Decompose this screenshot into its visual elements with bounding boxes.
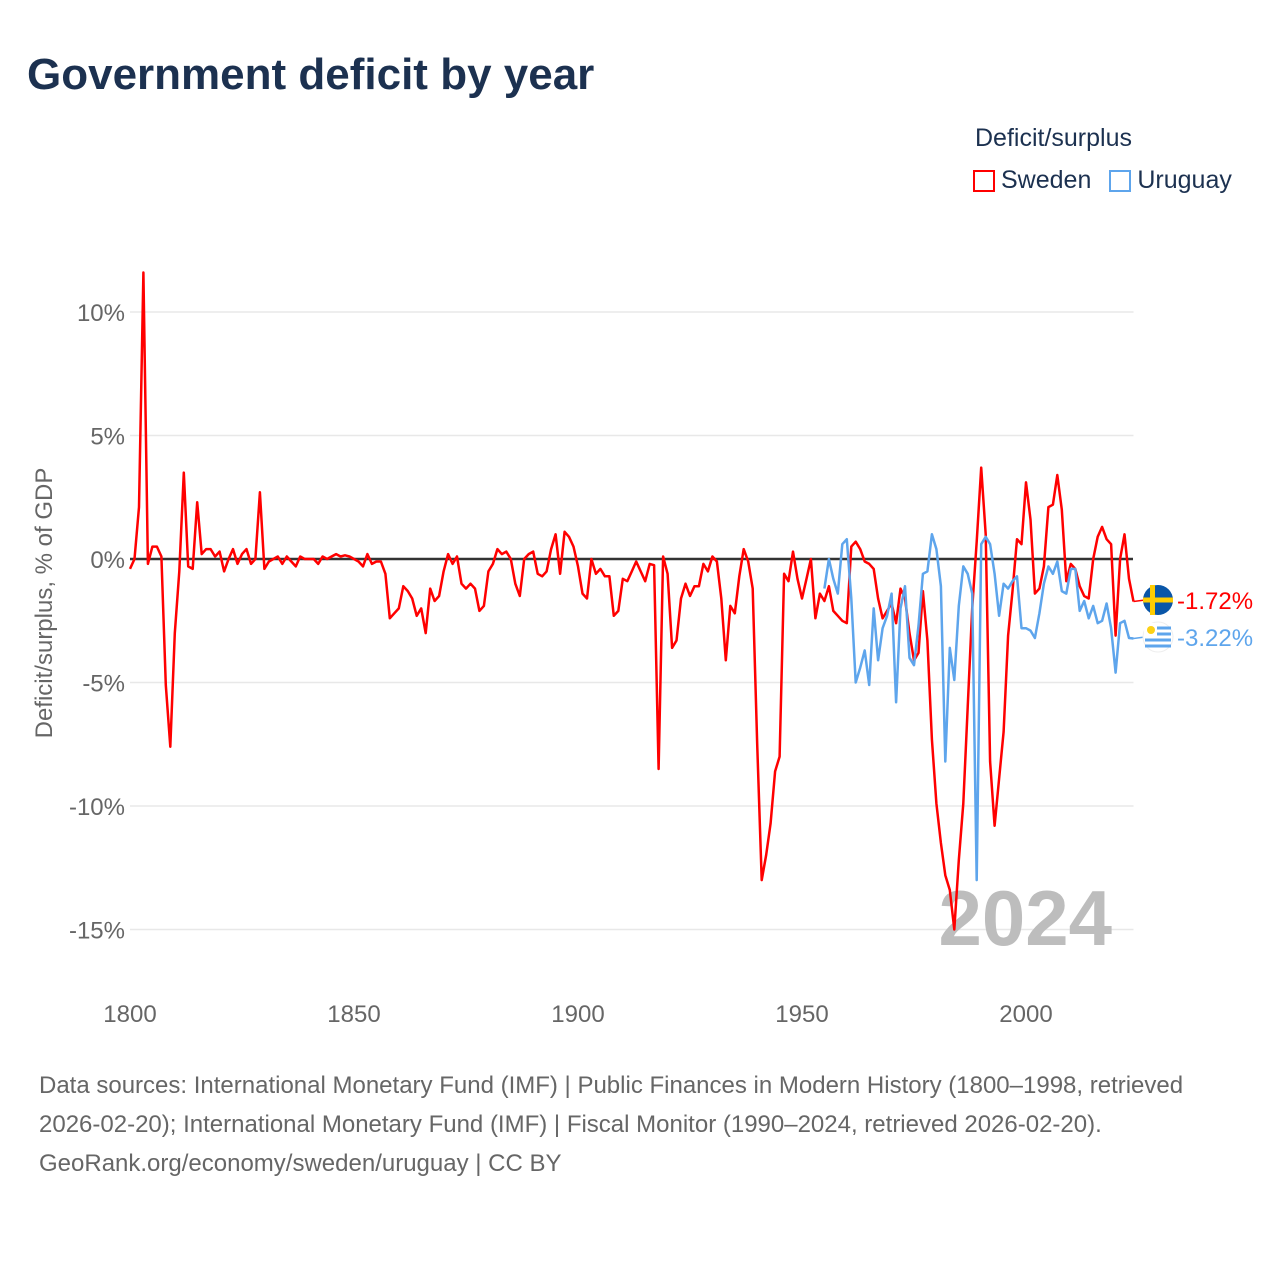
y-tick-label: -5% (82, 671, 125, 698)
flag-stripe (1145, 644, 1171, 648)
y-tick-label: 0% (90, 547, 125, 574)
flag-stripe (1145, 626, 1171, 630)
gridlines (130, 311, 1134, 931)
sweden-line (128, 271, 1135, 931)
sweden-flag-icon (1143, 585, 1173, 615)
data-sources: Data sources: International Monetary Fun… (39, 1072, 1184, 1138)
y-tick-label: -10% (69, 794, 125, 821)
x-axis-ticks: 1800 1850 1900 1950 2000 (103, 1001, 1052, 1028)
y-tick-label: -15% (69, 918, 125, 945)
flag-cross-h (1143, 597, 1173, 603)
flag-cross-v (1150, 585, 1155, 615)
legend-label: Sweden (1001, 166, 1092, 194)
legend-label: Uruguay (1137, 166, 1232, 194)
x-tick-label: 1800 (103, 1001, 156, 1028)
chart-title: Government deficit by year (27, 50, 595, 99)
y-tick-label: 5% (90, 424, 125, 451)
x-tick-label: 1850 (327, 1001, 380, 1028)
legend-item-uruguay[interactable]: Uruguay (1109, 166, 1232, 195)
uruguay-swatch-icon (1109, 169, 1132, 192)
sweden-swatch-icon (973, 169, 995, 192)
flag-stripe (1145, 638, 1171, 642)
legend-item-sweden[interactable]: Sweden (973, 166, 1091, 195)
uruguay-flag-icon (1142, 621, 1174, 653)
flag-stripe (1145, 632, 1171, 636)
x-tick-label: 1900 (551, 1001, 604, 1028)
legend: Sweden Uruguay (973, 166, 1232, 195)
flag-sun (1147, 626, 1155, 634)
uruguay-line (823, 533, 1134, 882)
y-axis-label: Deficit/surplus, % of GDP (31, 468, 58, 739)
credit-link[interactable]: GeoRank.org/economy/sweden/uruguay | CC … (39, 1150, 562, 1177)
year-watermark: 2024 (938, 874, 1112, 962)
y-axis-ticks: 10% 5% 0% -5% -10% -15% (69, 300, 125, 945)
uruguay-end-label: -3.22% (1177, 625, 1253, 652)
series-lines (128, 271, 1135, 931)
legend-title: Deficit/surplus (975, 124, 1132, 152)
x-tick-label: 1950 (775, 1001, 828, 1028)
footer: Data sources: International Monetary Fun… (39, 1066, 1239, 1183)
x-tick-label: 2000 (999, 1001, 1052, 1028)
series-end-markers: -1.72% -3.22% (1133, 585, 1253, 653)
y-tick-label: 10% (77, 300, 125, 327)
sweden-end-label: -1.72% (1177, 588, 1253, 615)
